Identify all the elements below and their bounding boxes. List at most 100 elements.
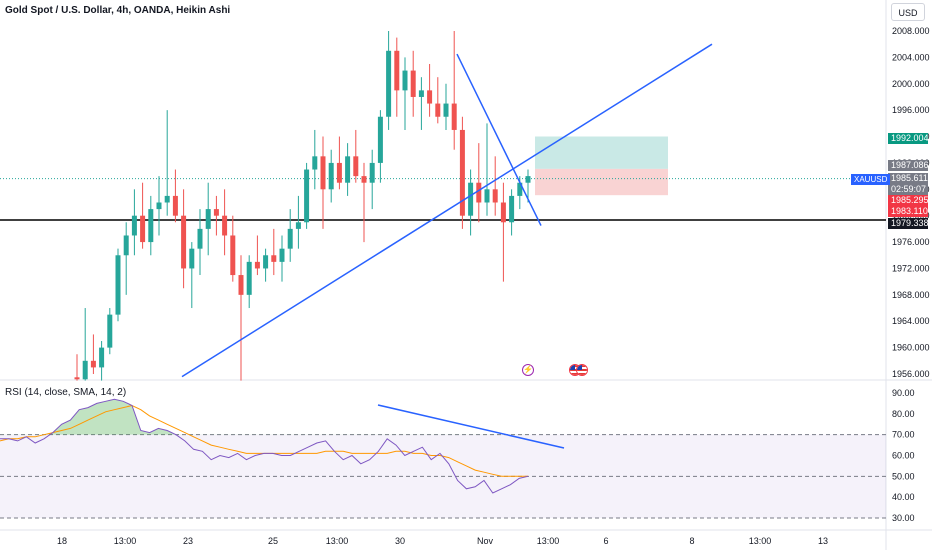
candle-body [164, 195, 170, 203]
candle-body [353, 156, 359, 177]
candle-body [271, 255, 277, 262]
price-tick-label: 1996.000 [892, 105, 930, 115]
candle-body [197, 228, 203, 249]
rsi-overbought-fill [0, 399, 528, 435]
candle-body [287, 228, 293, 249]
candle-body [295, 222, 301, 229]
rsi-tick-label: 80.00 [892, 409, 915, 419]
time-tick-label: 23 [183, 536, 193, 546]
candle-body [172, 195, 178, 216]
candle-body [500, 202, 506, 223]
candle-body [82, 360, 88, 380]
candle-body [386, 50, 392, 117]
candle-body [484, 189, 490, 203]
price-tick-label: 2008.000 [892, 26, 930, 36]
currency-button[interactable]: USD [891, 3, 925, 21]
candle-body [148, 209, 154, 243]
entry-price-tag: 1985.295 [888, 195, 929, 206]
candle-body [99, 347, 105, 368]
rsi-tick-label: 50.00 [892, 471, 915, 481]
stop-top-price-tag: 1987.086 [888, 160, 929, 171]
candle-body [468, 182, 474, 216]
rsi-tick-label: 90.00 [892, 388, 915, 398]
candle-body [140, 215, 146, 243]
rsi-tick-label: 70.00 [892, 430, 915, 440]
rsi-indicator-title[interactable]: RSI (14, close, SMA, 14, 2) [5, 387, 127, 398]
lightning-event-icon[interactable]: ⚡ [522, 364, 534, 376]
price-tick-label: 1956.000 [892, 369, 930, 379]
price-tick-label: 2000.000 [892, 79, 930, 89]
candle-body [123, 235, 129, 256]
stop-price-tag: 1983.110 [888, 206, 928, 217]
candle-body [336, 162, 342, 183]
rsi-tick-label: 40.00 [892, 492, 915, 502]
candle-body [525, 176, 531, 183]
candle-body [345, 156, 351, 183]
candle-body [246, 261, 252, 295]
candle-body [312, 156, 318, 170]
time-tick-label: 25 [268, 536, 278, 546]
price-tick-label: 2004.000 [892, 52, 930, 62]
candle-body [402, 70, 408, 91]
time-tick-label: 13:00 [537, 536, 560, 546]
target-price-tag: 1992.004 [888, 133, 929, 144]
candle-body [443, 103, 449, 117]
support-price-tag: 1979.338 [888, 218, 929, 229]
candle-body [115, 255, 121, 315]
rsi-tick-label: 60.00 [892, 451, 915, 461]
us-flag-event-icon-2[interactable] [576, 364, 588, 376]
chart-title: Gold Spot / U.S. Dollar, 4h, OANDA, Heik… [5, 5, 231, 16]
time-tick-label: 13 [818, 536, 828, 546]
candle-body [156, 202, 162, 210]
candle-body [517, 182, 523, 196]
candle-body [369, 162, 375, 183]
time-tick-label: 13:00 [749, 536, 772, 546]
price-tick-label: 1976.000 [892, 237, 930, 247]
candle-body [254, 261, 260, 269]
candle-body [131, 215, 137, 236]
rising-trendline [181, 43, 713, 378]
price-tick-label: 1960.000 [892, 343, 930, 353]
time-tick-label: 13:00 [114, 536, 137, 546]
candle-body [435, 103, 441, 117]
candle-body [328, 162, 334, 190]
candle-body [304, 169, 310, 223]
candle-body [222, 215, 228, 236]
rsi-line [0, 398, 529, 494]
target-zone [535, 136, 668, 169]
candle-body [459, 129, 465, 216]
candle-body [213, 209, 219, 216]
time-tick-label: 8 [689, 536, 694, 546]
candle-body [427, 90, 433, 104]
candle-body [377, 116, 383, 163]
time-tick-label: Nov [477, 536, 494, 546]
time-tick-label: 30 [395, 536, 405, 546]
candle-body [279, 248, 285, 262]
candle-body [320, 156, 326, 190]
candle-body [107, 314, 113, 348]
candle-body [451, 103, 457, 130]
time-tick-label: 6 [603, 536, 608, 546]
rsi-tick-label: 30.00 [892, 513, 915, 523]
candle-body [394, 50, 400, 91]
countdown-tag: 02:59:07 [888, 184, 928, 195]
candle-body [263, 255, 269, 269]
candle-body [90, 360, 96, 368]
price-tick-label: 1968.000 [892, 290, 930, 300]
candle-body [238, 275, 244, 295]
time-tick-label: 13:00 [326, 536, 349, 546]
candle-body [361, 176, 367, 183]
candle-body [492, 189, 498, 203]
candle-body [418, 90, 424, 97]
last-price-tag: 1985.611 [888, 173, 928, 184]
symbol-tag: XAUUSD [851, 174, 891, 185]
time-tick-label: 18 [57, 536, 67, 546]
candle-body [509, 195, 515, 223]
candle-body [410, 70, 416, 97]
price-tick-label: 1972.000 [892, 263, 930, 273]
price-tick-label: 1964.000 [892, 316, 930, 326]
candle-body [205, 209, 211, 229]
candle-body [230, 235, 236, 276]
candle-body [74, 377, 80, 380]
